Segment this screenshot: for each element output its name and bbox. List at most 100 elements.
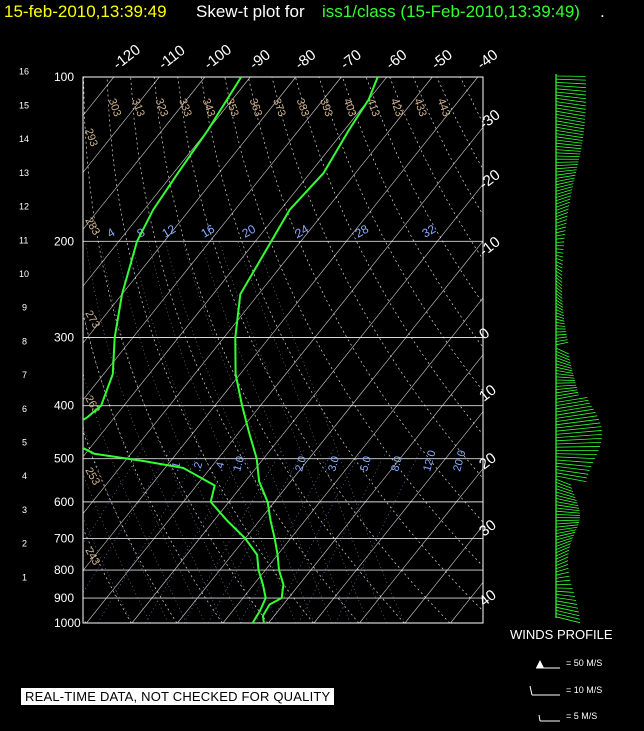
chart-grid [0,77,644,623]
temperature-trace-point-13 [241,405,243,407]
dewpoint-trace-point-21 [152,209,154,211]
dry-adiabat-443 [460,77,644,623]
mixing-ratio-low-label-5.0: 5.0 [358,455,374,473]
dewpoint-trace-point-16 [100,405,102,407]
moist-adiabat--20 [18,241,132,623]
wind-barb-83 [556,340,568,342]
wind-barb-60 [556,268,562,272]
wind-barb-54 [556,249,564,250]
mixing-ratio-top-label-20: 20 [240,222,259,241]
wind-barb-29 [556,167,577,169]
wind-barb-145 [556,535,574,540]
wind-barb-141 [556,525,578,527]
isotherm--100 [0,77,205,623]
temperature-trace-point-19 [323,172,325,174]
wind-barb-114 [556,438,602,440]
winds-key-label-5: = 5 M/S [566,711,597,721]
mixing-ratio-0.2 [65,449,172,623]
temperature-trace-point-10 [258,480,260,482]
height-tick-10: 10 [19,269,29,279]
dry-adiabat-423 [413,77,644,623]
mixing-ratio-5 [240,449,334,623]
wind-barb-108 [556,416,597,422]
temp-top-tick--100: -100 [201,41,235,73]
quality-notice: REAL-TIME DATA, NOT CHECKED FOR QUALITY [21,688,334,705]
theta-left-label-283: 283 [82,216,102,238]
temperature-trace-point-15 [234,337,236,339]
winds-key-symbols [530,660,560,721]
height-tick-14: 14 [19,134,29,144]
dry-adiabat-433 [437,77,644,623]
wind-barb-7 [556,98,586,102]
wind-barb-146 [556,538,573,543]
temperature-trace-point-17 [270,241,272,243]
wind-barb-3 [556,86,586,88]
dry-adiabat-413 [390,77,644,623]
theta-label-423: 423 [388,97,406,118]
temp-right-tick-30: 30 [476,516,500,540]
axis-ticks: 1002003004005006007008009001000-120-110-… [19,41,504,630]
wind-barb-129 [556,489,574,495]
dewpoint-trace-point-2 [265,597,267,599]
temperature-trace-point-3 [281,597,283,599]
theta-label-433: 433 [411,97,429,118]
height-tick-15: 15 [19,100,29,110]
temperature-trace-point-0 [263,622,265,624]
temp-right-tick--20: -20 [476,166,504,193]
wind-barb-116 [556,446,600,447]
wind-barb-130 [556,492,575,498]
wind-barb-135 [556,508,580,511]
temperature-trace-point-2 [269,604,271,606]
wind-barb-32 [556,175,575,178]
wind-barb-140 [556,522,579,524]
wind-barb-105 [556,406,592,412]
mixing-ratio-top-label-16: 16 [199,222,218,241]
wind-barb-118 [556,454,597,455]
temperature-trace-point-16 [239,293,241,295]
wind-barb-81 [556,334,567,335]
mixing-ratio-top-label-32: 32 [420,222,439,241]
mixing-ratio-8 [271,449,362,623]
temperature-trace-point-18 [289,209,291,211]
pressure-tick-label-500: 500 [54,452,74,466]
isotherm-20 [314,77,644,623]
wind-barb-30 [556,170,577,172]
winds-profile-title: WINDS PROFILE [510,627,613,642]
temperature-trace-point-22 [377,76,379,78]
temperature-trace-point-9 [267,501,269,503]
wind-barb-128 [556,486,573,492]
wind-barb-75 [556,316,564,319]
isotherm-40 [405,77,644,623]
wind-barb-147 [556,541,572,547]
wind-barb-98 [556,387,577,389]
chart-header: 15-feb-2010,13:39:49 Skew-t plot for iss… [0,0,644,30]
wind-barbs-profile [556,74,602,623]
mixing-ratio-3 [208,449,304,623]
wind-barb-131 [556,495,576,500]
dewpoint-trace-point-4 [258,569,260,571]
wind-barb-148 [556,544,571,550]
theta-left-label-273: 273 [82,309,102,331]
wind-barb-104 [556,403,590,409]
plot-frame [83,77,483,623]
dewpoint-trace-point-24 [240,76,242,78]
mixing-ratio-12 [299,449,388,623]
wind-barb-31 [556,172,576,175]
wind-barb-6 [556,95,586,99]
wind-barb-136 [556,511,580,513]
height-tick-7: 7 [22,370,27,380]
dry-adiabat-233 [0,77,40,623]
wind-barb-78 [556,326,565,327]
dewpoint-trace-point-5 [256,554,258,556]
wind-barb-149 [556,547,570,553]
wind-barb-120 [556,460,593,463]
wind-barb-74 [556,313,564,316]
temp-right-tick--30: -30 [476,106,504,133]
wind-barb-56 [556,255,563,257]
height-tick-1: 1 [22,572,27,582]
wind-barb-161 [556,591,574,592]
temp-top-tick--90: -90 [246,46,274,73]
wind-barb-121 [556,463,591,466]
dewpoint-trace-point-19 [121,293,123,295]
temperature-trace-point-21 [368,99,370,101]
